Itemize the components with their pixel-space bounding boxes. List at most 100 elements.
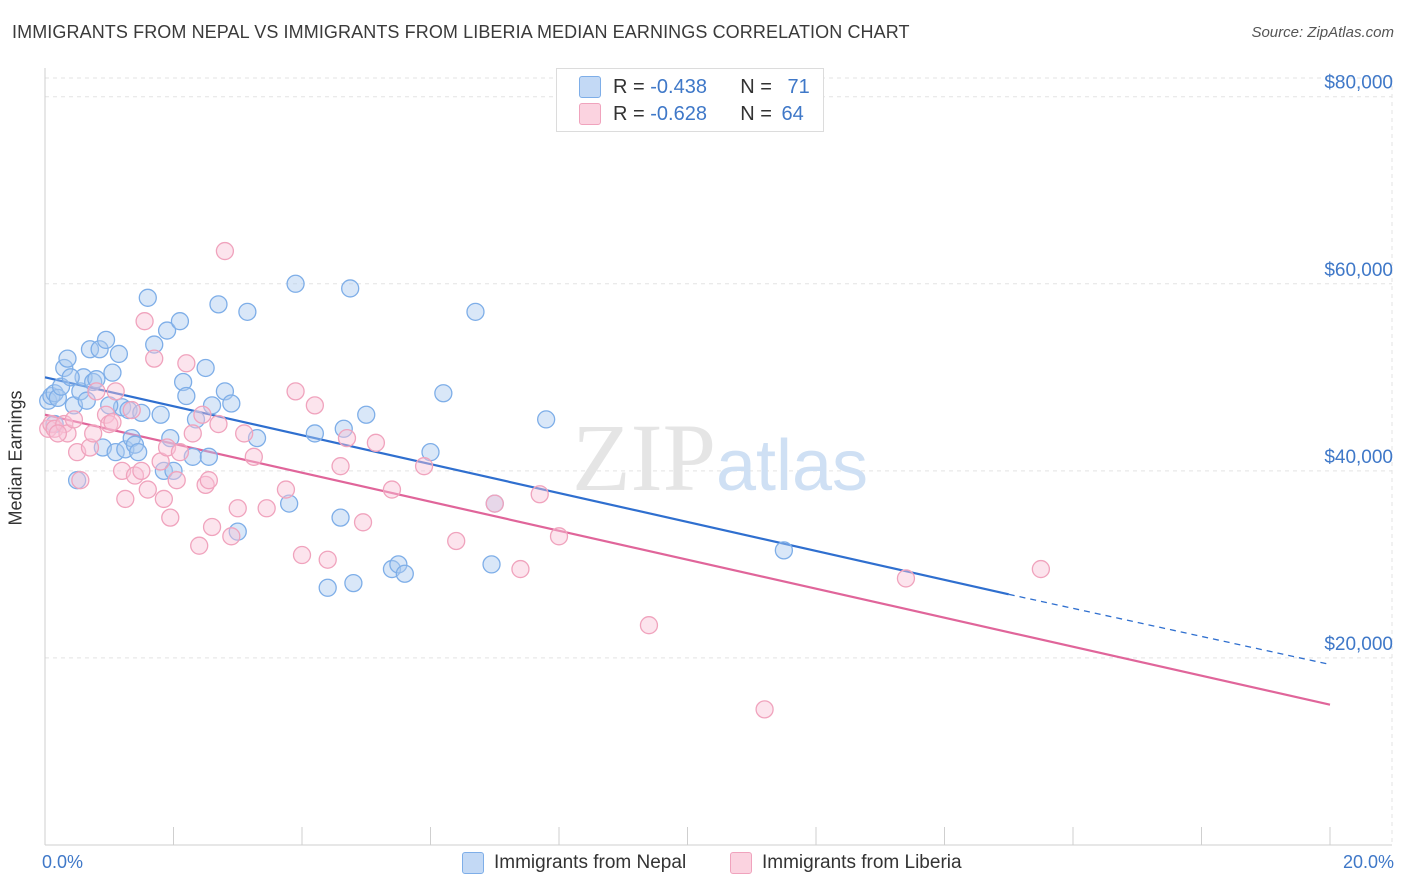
nepal-point [177, 386, 196, 406]
liberia-point [366, 433, 386, 452]
liberia-n-value: 64 [781, 102, 804, 125]
liberia-point [170, 442, 190, 462]
nepal-point [170, 312, 190, 331]
nepal-point [90, 340, 109, 359]
liberia-r-value: -0.628 [650, 102, 707, 125]
nepal-point [157, 321, 177, 340]
liberia-point [286, 382, 305, 401]
nepal-point [222, 394, 241, 413]
y-tick-label: $80,000 [1324, 73, 1393, 94]
nepal-point [151, 405, 170, 424]
nepal-point [279, 494, 299, 513]
nepal-point [286, 274, 305, 293]
liberia-point [305, 396, 325, 415]
liberia-point [244, 447, 263, 466]
liberia-point [167, 471, 186, 490]
bottom-nepal-swatch [462, 852, 484, 874]
liberia-point [177, 354, 196, 373]
bottom-legend-nepal: Immigrants from Nepal [462, 852, 686, 874]
liberia-point [154, 489, 174, 509]
liberia-r-label: R = [613, 102, 651, 125]
nepal-point [103, 363, 122, 382]
bottom-liberia-label: Immigrants from Liberia [762, 852, 962, 873]
bottom-liberia-swatch [730, 852, 752, 874]
liberia-point [209, 414, 228, 434]
x-tick-min: 0.0% [42, 852, 84, 872]
y-tick-label: $60,000 [1324, 260, 1393, 281]
y-tick-label: $20,000 [1324, 634, 1393, 655]
liberia-point [190, 536, 209, 555]
nepal-point [389, 555, 408, 574]
nepal-point [482, 555, 501, 574]
liberia-point [106, 382, 125, 401]
liberia-point [215, 241, 235, 261]
nepal-point [344, 573, 363, 593]
liberia-point [318, 550, 337, 569]
nepal-n-label: N = [740, 75, 778, 98]
nepal-trend-line [44, 376, 1009, 596]
nepal-point [238, 302, 257, 321]
liberia-point [292, 545, 312, 565]
nepal-r-value: -0.438 [650, 75, 707, 98]
liberia-point [145, 349, 164, 368]
liberia-point [414, 457, 434, 476]
nepal-point [331, 508, 350, 527]
legend-row-liberia: R = -0.628 N = 64 [579, 101, 804, 127]
liberia-point [228, 499, 247, 518]
liberia-point [116, 489, 135, 509]
nepal-point [196, 358, 215, 378]
liberia-point [639, 616, 659, 635]
liberia-n-label: N = [740, 102, 778, 125]
source-credit: Source: ZipAtlas.com [1251, 24, 1394, 41]
x-tick-max: 20.0% [1342, 852, 1394, 872]
y-tick-labels: $20,000 $40,000 $60,000 $80,000 [1324, 73, 1393, 655]
liberia-point [896, 569, 916, 588]
liberia-point [199, 471, 218, 490]
correlation-legend: R = -0.438 N = 71 R = -0.628 N = 64 [556, 68, 824, 132]
liberia-point [87, 382, 106, 401]
liberia-point [80, 438, 100, 457]
nepal-point [80, 340, 100, 359]
nepal-point [199, 447, 218, 466]
liberia-point [222, 527, 241, 546]
nepal-point [357, 405, 376, 424]
nepal-point [77, 391, 96, 410]
liberia-point [135, 312, 154, 331]
nepal-point [58, 349, 77, 368]
chart-title: IMMIGRANTS FROM NEPAL VS IMMIGRANTS FROM… [12, 22, 910, 42]
liberia-point [235, 424, 254, 443]
nepal-r-label: R = [613, 75, 651, 98]
nepal-point [434, 384, 453, 403]
liberia-point [331, 457, 350, 476]
liberia-point [202, 517, 222, 537]
nepal-point [774, 541, 794, 560]
liberia-point [138, 480, 157, 499]
liberia-swatch [579, 103, 601, 125]
nepal-swatch [579, 76, 601, 98]
liberia-point [64, 410, 84, 429]
y-tick-label: $40,000 [1324, 447, 1393, 468]
liberia-point [48, 424, 67, 443]
liberia-point [193, 405, 212, 424]
liberia-point [549, 527, 569, 546]
nepal-point [209, 295, 228, 314]
nepal-point [537, 410, 556, 429]
legend-row-nepal: R = -0.438 N = 71 [579, 74, 810, 100]
liberia-point [382, 480, 402, 499]
nepal-point [71, 382, 90, 401]
nepal-point [318, 578, 337, 597]
nepal-point [341, 279, 360, 298]
nepal-point [61, 368, 80, 387]
liberia-point [353, 513, 373, 532]
nepal-trend-extension [1008, 593, 1331, 666]
bottom-legend-liberia: Immigrants from Liberia [730, 852, 962, 874]
nepal-point [96, 330, 116, 350]
nepal-point [109, 344, 129, 364]
nepal-n-value: 71 [787, 75, 810, 98]
bottom-nepal-label: Immigrants from Nepal [494, 852, 687, 873]
nepal-point [173, 372, 193, 392]
nepal-point [145, 335, 164, 354]
liberia-point [122, 400, 141, 420]
liberia-point [276, 480, 296, 499]
